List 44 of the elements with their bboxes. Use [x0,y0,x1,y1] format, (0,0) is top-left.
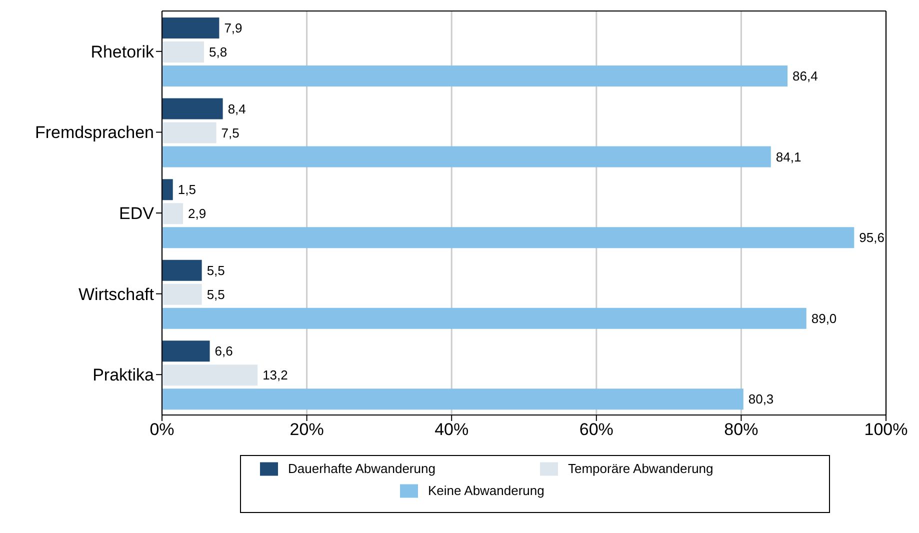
bar [162,122,216,144]
data-label: 80,3 [748,392,774,407]
data-label: 13,2 [262,368,288,383]
data-label: 95,6 [859,230,884,246]
bar [162,179,173,200]
x-tick-label: 40% [434,420,469,440]
bar [162,227,854,248]
bar [162,41,204,62]
data-label: 86,4 [792,68,818,84]
data-label: 5,5 [206,286,225,302]
legend-label: Temporäre Abwanderung [568,461,714,476]
bar [162,388,744,410]
data-label: 7,9 [224,20,242,36]
legend-label: Dauerhafte Abwanderung [288,461,436,476]
y-tick-label: EDV [119,204,155,224]
data-label: 8,4 [228,101,246,116]
legend-label: Keine Abwanderung [428,483,544,498]
bar [162,17,220,38]
data-label: 7,5 [221,125,240,140]
x-tick-label: 20% [290,420,324,440]
x-tick-label: 60% [579,420,614,440]
bar [162,98,223,120]
data-label: 5,5 [206,262,225,278]
data-label: 84,1 [776,149,802,164]
data-label: 89,0 [811,310,837,326]
y-tick-label: Wirtschaft [78,284,154,304]
bar [162,260,202,281]
x-tick-label: 0% [150,420,174,440]
bar [162,284,202,305]
data-label: 6,6 [214,344,233,359]
bar [162,364,258,386]
y-tick-label: Praktika [92,366,155,385]
data-label: 5,8 [208,44,228,60]
data-label: 2,9 [188,206,206,222]
y-tick-label: Rhetorik [90,42,154,62]
x-tick-label: 100% [864,420,908,440]
y-tick-label: Fremdsprachen [34,123,154,142]
bar [162,65,788,86]
x-tick-label: 80% [724,420,758,440]
bar [162,146,771,168]
bar [162,340,210,362]
bar [162,308,806,329]
bar [162,203,183,224]
data-label: 1,5 [178,182,196,198]
